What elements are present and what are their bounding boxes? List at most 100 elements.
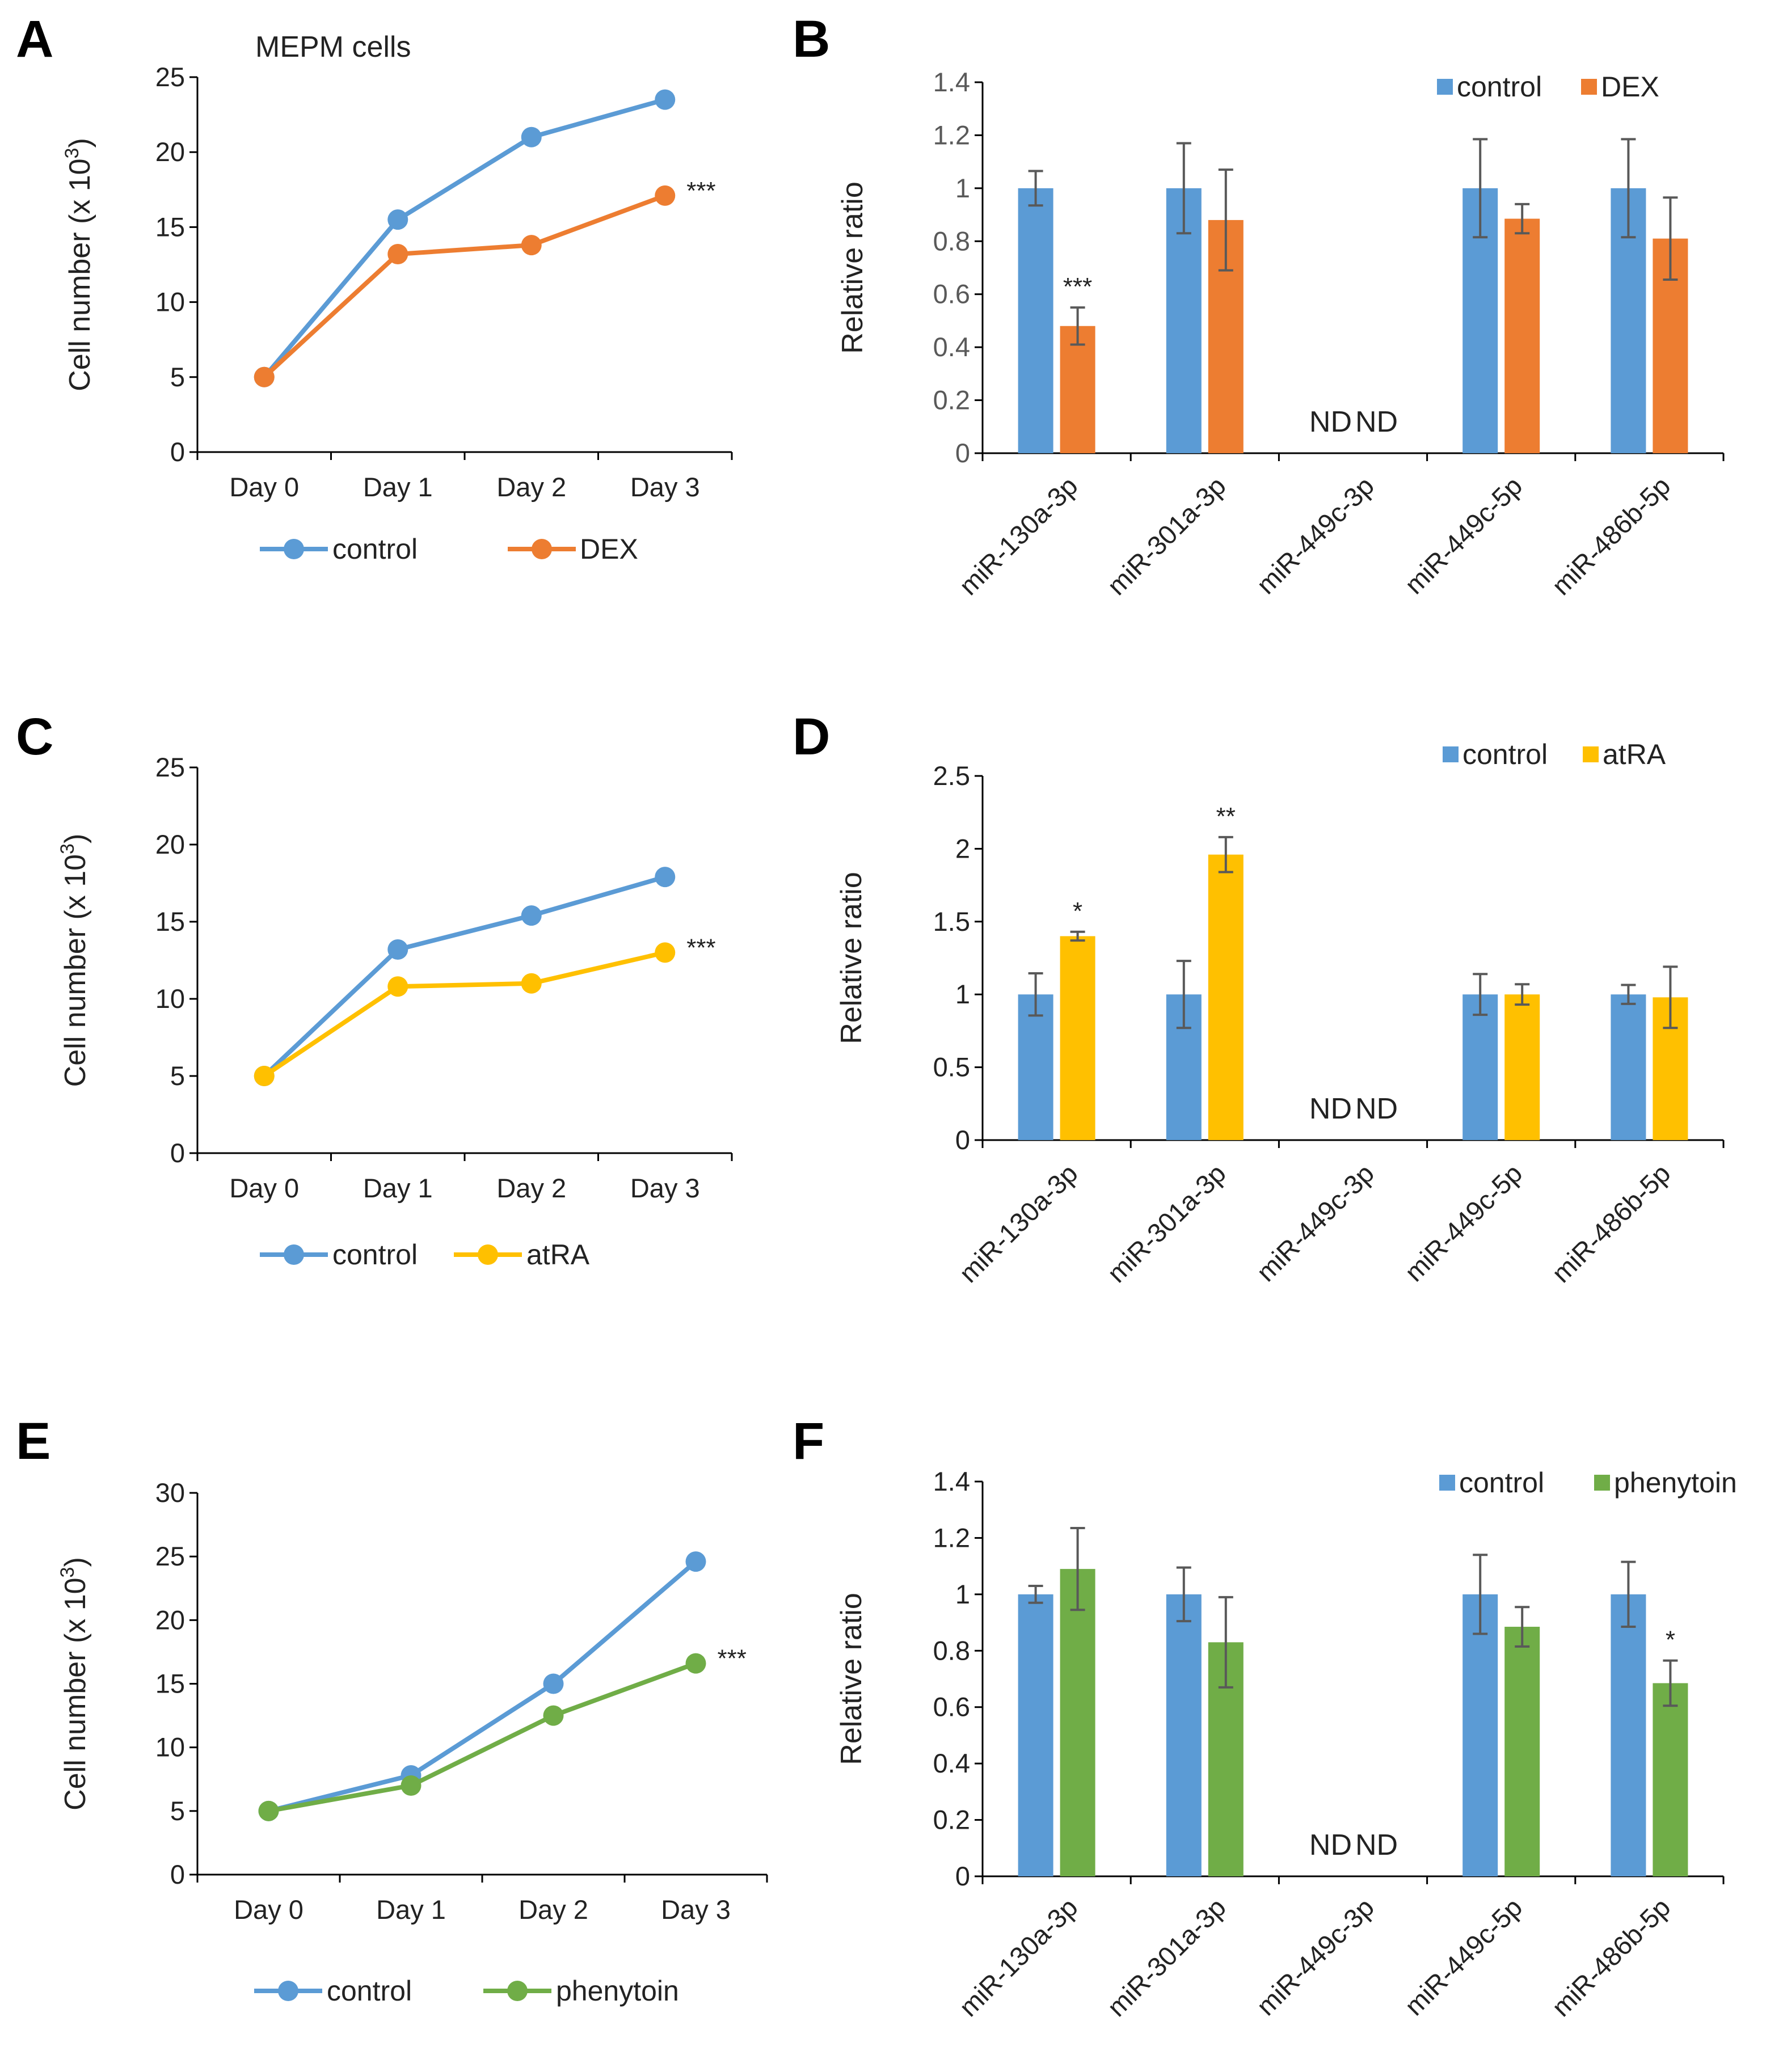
significance-label: ** xyxy=(1216,803,1236,830)
y-tick-label: 20 xyxy=(155,1605,185,1635)
panel-F: F 0 0.2 0.4 0.6 0.8 1 1.2 1.4 Relative ratio * ND ND… xyxy=(793,1412,1737,2022)
bar-control xyxy=(1462,994,1498,1140)
legend-marker-atRA xyxy=(478,1244,498,1265)
bar-control xyxy=(1611,994,1646,1140)
bar-control xyxy=(1018,188,1053,453)
y-tick-label: 10 xyxy=(155,984,185,1014)
bar-atRA xyxy=(1060,936,1095,1140)
data-point-control xyxy=(685,1551,706,1572)
y-tick-label: 0 xyxy=(170,1138,185,1168)
bar-control xyxy=(1018,994,1053,1140)
legend-label: DEX xyxy=(1601,71,1659,103)
bar-control xyxy=(1166,1594,1202,1876)
data-point-atRA xyxy=(655,942,676,963)
legend-label: DEX xyxy=(580,533,638,565)
significance-label: * xyxy=(1666,1626,1675,1654)
y-tick-label: 15 xyxy=(155,906,185,936)
y-tick-label: 1.2 xyxy=(933,120,970,150)
y-axis-title-main: Cell number (x 10 xyxy=(59,854,92,1087)
y-tick-label: 20 xyxy=(155,829,185,859)
y-tick-label: 0.4 xyxy=(933,1748,970,1778)
y-axis-title-superscript: 3 xyxy=(57,1567,78,1578)
x-category-label: miR-449c-5p xyxy=(1399,1158,1528,1288)
bar-phenytoin xyxy=(1060,1569,1095,1876)
y-tick-label: 5 xyxy=(170,1796,185,1826)
significance-label: *** xyxy=(686,177,715,205)
data-point-atRA xyxy=(387,976,408,997)
series-line-control xyxy=(262,97,666,379)
bar-control xyxy=(1018,1594,1053,1876)
y-tick-label: 5 xyxy=(170,362,185,392)
y-axis-title: Cell number (x 103) xyxy=(57,1557,92,1811)
y-tick-label: 25 xyxy=(155,62,185,92)
panel-letter: C xyxy=(16,708,53,766)
series-line-control xyxy=(262,875,666,1078)
panel-E: E 0 5 10 15 20 25 30 Day 0 Day 1 Day 2 Day 3 Cell nu… xyxy=(16,1412,768,2007)
x-category-label: miR-449c-5p xyxy=(1399,1892,1528,2022)
y-tick-label: 2 xyxy=(955,833,970,863)
y-axis-title-main: Cell number (x 10 xyxy=(64,158,96,391)
data-point-control xyxy=(655,89,676,110)
legend-marker-phenytoin xyxy=(507,1981,528,2001)
data-point-phenytoin xyxy=(685,1653,706,1674)
data-point-phenytoin xyxy=(543,1705,564,1726)
series-line-atRA xyxy=(263,950,666,1078)
significance-label: *** xyxy=(718,1645,747,1673)
legend-swatch-DEX xyxy=(1581,79,1597,95)
bar-control xyxy=(1611,1594,1646,1876)
bar-phenytoin xyxy=(1653,1683,1688,1876)
x-category-label: miR-449c-5p xyxy=(1399,471,1528,600)
significance-label: *** xyxy=(1063,273,1092,301)
legend-swatch-atRA xyxy=(1583,746,1599,762)
data-point-DEX xyxy=(254,366,275,387)
x-category-label: miR-301a-3p xyxy=(1101,471,1232,601)
data-point-DEX xyxy=(387,243,408,264)
legend-swatch-control xyxy=(1439,1475,1455,1491)
y-tick-label: 1 xyxy=(955,1579,970,1609)
y-tick-label: 1.5 xyxy=(933,906,970,936)
data-point-control xyxy=(387,209,408,230)
x-category-label: miR-449c-3p xyxy=(1250,471,1380,600)
y-tick-label: 0.5 xyxy=(933,1052,970,1082)
y-tick-label: 0 xyxy=(955,438,970,468)
nd-label: ND xyxy=(1355,1092,1398,1125)
y-tick-label: 1.4 xyxy=(933,1466,970,1496)
y-tick-label: 0.8 xyxy=(933,226,970,256)
y-axis-title-end: ) xyxy=(59,1557,92,1567)
legend-label: control xyxy=(1459,1467,1544,1499)
data-point-control xyxy=(387,939,408,960)
y-tick-label: 30 xyxy=(155,1478,185,1508)
y-tick-label: 0.2 xyxy=(933,1805,970,1835)
x-category-label: miR-301a-3p xyxy=(1101,1892,1232,2023)
y-tick-label: 0 xyxy=(170,1859,185,1889)
legend-swatch-control xyxy=(1443,746,1459,762)
legend-swatch-phenytoin xyxy=(1594,1475,1610,1491)
data-point-atRA xyxy=(254,1066,275,1086)
panel-C: C 0 5 10 15 20 25 Day 0 Day 1 Day 2 Day 3 Cell numb… xyxy=(16,708,733,1271)
nd-label: ND xyxy=(1309,406,1352,438)
legend-label: control xyxy=(327,1975,412,2007)
panel-letter: A xyxy=(16,10,53,68)
nd-label: ND xyxy=(1309,1092,1352,1125)
y-axis-title-superscript: 3 xyxy=(61,148,83,159)
y-tick-label: 20 xyxy=(155,137,185,167)
y-tick-label: 1.2 xyxy=(933,1522,970,1552)
y-tick-label: 1 xyxy=(955,173,970,203)
y-tick-label: 1 xyxy=(955,979,970,1009)
legend-label: phenytoin xyxy=(556,1975,679,2007)
x-tick-label: Day 1 xyxy=(363,1173,433,1203)
panel-letter: E xyxy=(16,1412,50,1470)
y-axis-title-end: ) xyxy=(64,138,96,147)
y-tick-label: 1.4 xyxy=(933,67,970,97)
legend-label: atRA xyxy=(1603,739,1666,770)
y-tick-label: 25 xyxy=(155,752,185,782)
significance-label: *** xyxy=(686,934,715,961)
panel-A: A MEPM cells 0 5 10 15 20 25 Day 0 Day 1 Day 2 Day … xyxy=(16,10,733,565)
panel-B: B 0 0.2 0.4 0.6 0.8 1 1.2 1.4 Relative ratio *** ND… xyxy=(793,10,1725,601)
legend-marker-control xyxy=(278,1981,298,2001)
x-category-label: miR-486b-5p xyxy=(1546,1158,1676,1289)
y-axis-title: Relative ratio xyxy=(835,1593,868,1765)
y-tick-label: 0.2 xyxy=(933,385,970,415)
y-tick-label: 0 xyxy=(170,437,185,467)
